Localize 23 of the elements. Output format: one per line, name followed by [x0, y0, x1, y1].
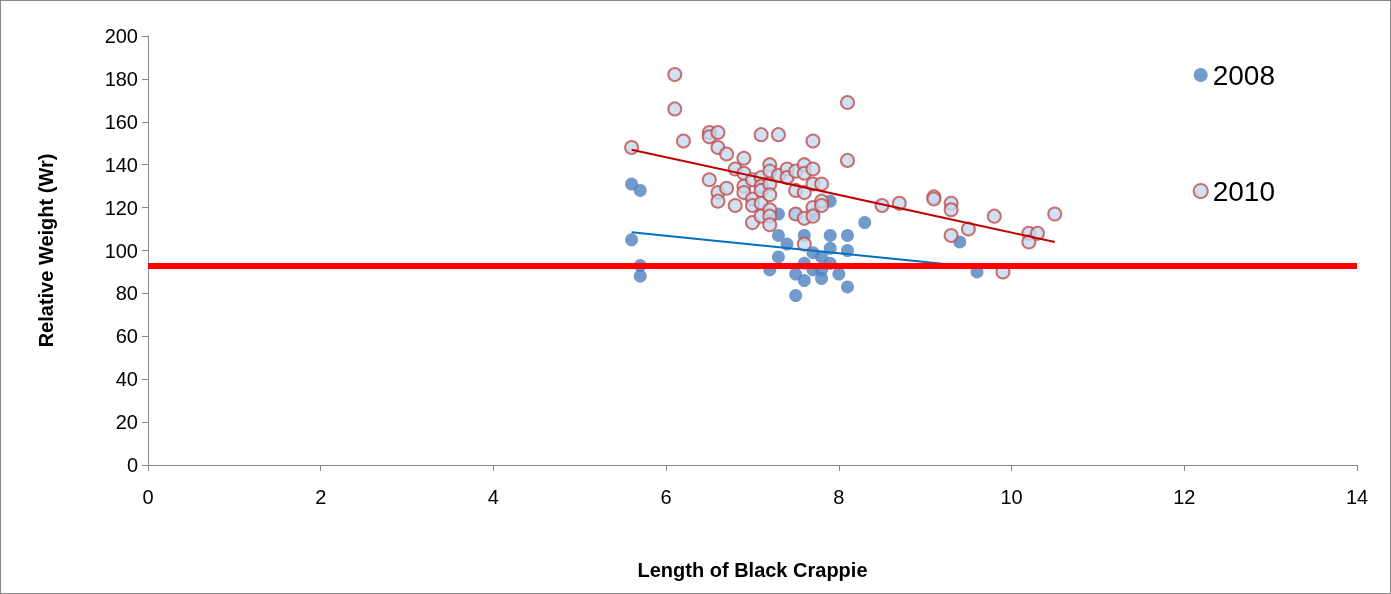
x-tick-label: 14 [1345, 486, 1369, 508]
y-tick-label: 20 [115, 411, 138, 434]
x-axis-title: Length of Black Crappie [637, 559, 868, 581]
y-tick-label: 100 [104, 239, 138, 262]
y-tick-label: 40 [115, 368, 138, 391]
x-tick-label: 6 [660, 486, 672, 508]
x-tick-label: 10 [1000, 486, 1023, 508]
y-tick-label: 140 [104, 153, 138, 176]
y-tick-label: 0 [126, 454, 138, 476]
y-tick-label: 60 [115, 325, 138, 348]
y-tick-label: 80 [115, 282, 138, 305]
x-tick-label: 0 [142, 486, 154, 508]
y-tick-label: 180 [104, 67, 138, 90]
y-tick-label: 120 [104, 196, 138, 219]
x-tick-label: 2 [315, 486, 327, 508]
x-tick-label: 4 [487, 486, 499, 508]
x-tick-label: 8 [833, 486, 845, 508]
legend-label: 2008 [1212, 59, 1276, 91]
y-tick-label: 160 [104, 110, 138, 133]
y-axis-title: Relative Weight (Wr) [35, 153, 57, 348]
y-tick-label: 200 [104, 25, 138, 47]
x-tick-label: 12 [1173, 486, 1196, 508]
legend-label: 2010 [1212, 175, 1276, 207]
